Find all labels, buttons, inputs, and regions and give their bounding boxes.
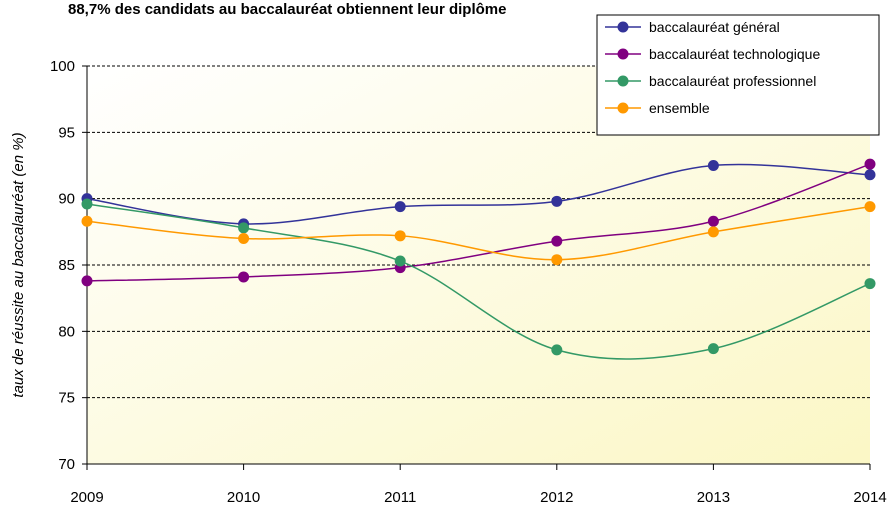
legend-label: ensemble [649, 100, 710, 116]
x-tick-label: 2013 [697, 489, 730, 506]
data-point [238, 271, 250, 283]
x-tick-label: 2010 [227, 489, 260, 506]
data-point [394, 230, 406, 242]
data-point [551, 235, 563, 247]
y-tick-label: 90 [58, 191, 75, 208]
series-line [86, 163, 871, 225]
y-tick-label: 75 [58, 390, 75, 407]
data-point [864, 169, 876, 181]
legend-label: baccalauréat professionnel [649, 73, 816, 89]
x-axis-ticks: 2009 2010 2011 2012 2013 2014 [70, 464, 887, 506]
series-3 [81, 201, 876, 266]
legend-marker [617, 75, 629, 87]
data-point [81, 198, 93, 210]
y-axis-ticks: 70 75 80 85 90 95 100 [50, 58, 87, 473]
y-tick-label: 80 [58, 323, 75, 340]
legend-box [596, 14, 880, 136]
data-point [551, 195, 563, 207]
series-2 [81, 198, 876, 360]
series-line [86, 203, 871, 360]
x-tick-label: 2014 [853, 489, 886, 506]
data-point [81, 275, 93, 287]
legend-label: baccalauréat technologique [649, 46, 820, 62]
data-point [394, 255, 406, 267]
series-line [86, 205, 871, 261]
legend-label: baccalauréat général [649, 19, 780, 35]
y-tick-label: 85 [58, 257, 75, 274]
data-point [864, 201, 876, 213]
legend-marker [617, 48, 629, 60]
data-point [394, 201, 406, 213]
x-tick-label: 2009 [70, 489, 103, 506]
series-1 [81, 158, 876, 287]
legend-item: baccalauréat général [605, 19, 780, 35]
data-point [238, 232, 250, 244]
data-point [864, 158, 876, 170]
y-tick-label: 95 [58, 124, 75, 141]
series-group [81, 158, 876, 360]
data-point [864, 278, 876, 290]
data-point [707, 160, 719, 171]
y-axis-label: taux de réussite au baccalauréat (en %) [10, 132, 27, 397]
data-point [707, 215, 719, 227]
data-point [707, 343, 719, 355]
data-point [707, 226, 719, 238]
data-point [551, 344, 563, 356]
legend-item: baccalauréat technologique [605, 46, 820, 62]
legend: baccalauréat général baccalauréat technol… [596, 14, 880, 136]
legend-item: ensemble [605, 100, 710, 116]
legend-marker [617, 102, 629, 114]
x-tick-label: 2012 [540, 489, 573, 506]
x-tick-label: 2011 [384, 489, 416, 506]
y-tick-label: 70 [58, 456, 75, 473]
series-line [86, 163, 871, 282]
data-point [81, 215, 93, 227]
data-point [551, 254, 563, 266]
y-tick-label: 100 [50, 58, 75, 75]
legend-item: baccalauréat professionnel [605, 73, 816, 89]
chart-title: 88,7% des candidats au baccalauréat obti… [68, 1, 506, 18]
legend-marker [617, 21, 629, 33]
data-point [238, 222, 250, 234]
